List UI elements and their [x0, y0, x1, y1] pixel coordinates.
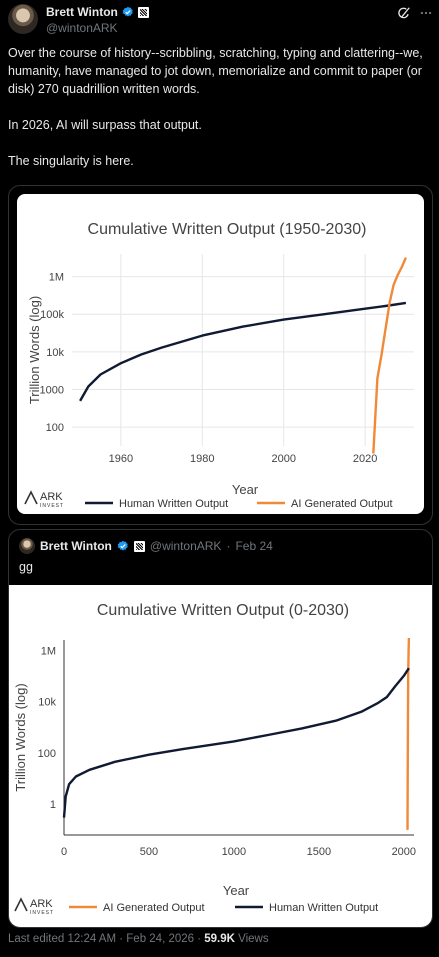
x-axis-label: Year — [232, 482, 259, 497]
quoted-author-handle: @wintonARK — [149, 539, 222, 553]
series-line — [372, 257, 407, 454]
y-axis-label: Trillion Words (log) — [13, 683, 28, 791]
tweet-paragraph: In 2026, AI will surpass that output. — [8, 118, 202, 132]
avatar[interactable] — [8, 4, 38, 34]
ark-logo-icon — [14, 897, 28, 912]
logo-subtext: INVEST — [40, 503, 64, 509]
tweet-footer: Last edited 12:24 AM · Feb 24, 2026 · 59… — [8, 933, 269, 945]
more-options-icon[interactable] — [419, 6, 433, 20]
edited-timestamp[interactable]: Last edited 12:24 AM · Feb 24, 2026 · — [8, 933, 205, 945]
x-tick-label: 1500 — [307, 846, 331, 858]
author-handle[interactable]: @wintonARK — [46, 21, 118, 35]
quoted-chart-image: Cumulative Written Output (0-2030) 0 500 10… — [9, 585, 432, 927]
quoted-author-name: Brett Winton — [40, 539, 112, 553]
tweet-paragraph: The singularity is here. — [8, 154, 134, 168]
quoted-tweet[interactable]: Brett Winton @wintonARK · Feb 24 gg Cumu… — [8, 529, 433, 928]
legend-label: Human Written Output — [269, 902, 378, 914]
logo-subtext: INVEST — [30, 910, 54, 916]
chart-image: Cumulative Written Output (1950-2030) 196… — [17, 194, 424, 514]
chart-0-2030: Cumulative Written Output (0-2030) 0 500 10… — [13, 602, 416, 916]
x-tick-label: 2000 — [271, 453, 295, 465]
author-name-row: Brett Winton — [46, 5, 149, 19]
y-tick-label: 1M — [41, 645, 56, 657]
legend-label: AI Generated Output — [103, 902, 205, 914]
separator-dot: · — [226, 539, 231, 553]
quoted-avatar — [19, 538, 35, 554]
y-tick-label: 100 — [38, 748, 56, 760]
chart-title: Cumulative Written Output (0-2030) — [97, 602, 349, 619]
quoted-date: Feb 24 — [235, 539, 273, 553]
legend-label: AI Generated Output — [291, 498, 393, 510]
y-tick-label: 1M — [49, 272, 64, 284]
verified-badge-icon — [117, 540, 128, 551]
ark-logo-icon — [24, 490, 38, 505]
chart-image-card[interactable]: Cumulative Written Output (1950-2030) 196… — [8, 185, 433, 525]
x-tick-label: 0 — [61, 846, 67, 858]
tweet-text: Over the course of history--scribbling, … — [8, 44, 433, 188]
y-tick-label: 10k — [38, 697, 56, 709]
views-count: 59.9K — [204, 933, 235, 945]
chart-title: Cumulative Written Output (1950-2030) — [88, 221, 367, 238]
tweet-header: Brett Winton @wintonARK — [0, 0, 439, 44]
views-label: Views — [234, 933, 269, 945]
affiliation-badge-icon[interactable] — [137, 6, 149, 18]
y-axis-label: Trillion Words (log) — [27, 296, 42, 404]
x-tick-label: 500 — [140, 846, 158, 858]
grok-icon[interactable] — [397, 6, 411, 20]
y-tick-label: 10k — [46, 347, 64, 359]
series-line — [406, 637, 411, 830]
y-tick-label: 1000 — [40, 385, 64, 397]
x-axis-label: Year — [223, 883, 250, 898]
series-line — [79, 301, 407, 402]
affiliation-badge-icon — [133, 540, 145, 552]
x-tick-label: 1960 — [109, 453, 133, 465]
y-tick-label: 100k — [40, 309, 64, 321]
x-tick-label: 1980 — [190, 453, 214, 465]
x-tick-label: 1000 — [222, 846, 246, 858]
logo-text: ARK — [30, 898, 53, 910]
x-tick-label: 2000 — [392, 846, 416, 858]
y-tick-label: 100 — [46, 422, 64, 434]
x-tick-label: 2020 — [353, 453, 377, 465]
y-tick-label: 1 — [50, 799, 56, 811]
legend-label: Human Written Output — [119, 498, 228, 510]
quoted-tweet-header: Brett Winton @wintonARK · Feb 24 — [19, 538, 273, 554]
chart-1950-2030: Cumulative Written Output (1950-2030) 196… — [24, 221, 414, 510]
tweet-paragraph: Over the course of history--scribbling, … — [8, 46, 423, 96]
series-line — [62, 667, 410, 818]
verified-badge-icon — [122, 6, 133, 17]
author-name[interactable]: Brett Winton — [46, 5, 118, 19]
logo-text: ARK — [40, 491, 63, 503]
quoted-tweet-text: gg — [19, 560, 33, 574]
